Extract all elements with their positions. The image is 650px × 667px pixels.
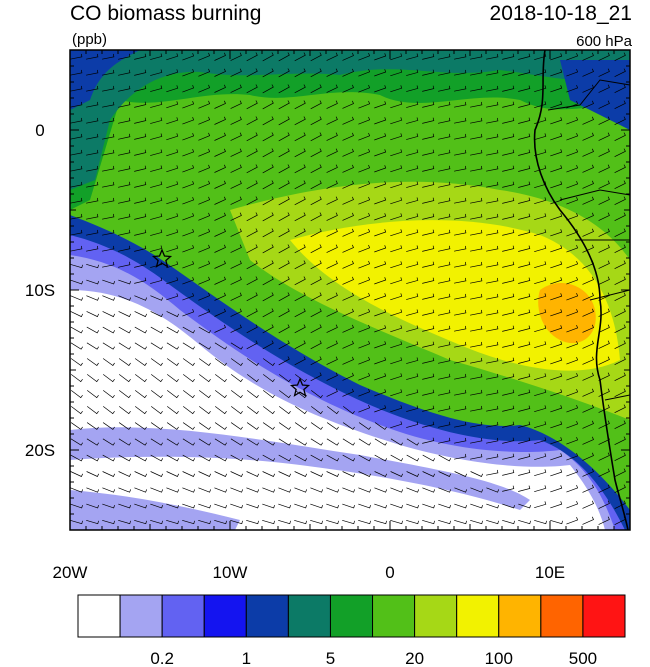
colorbar-label: 500 [569, 649, 597, 667]
colorbar-box [456, 594, 500, 638]
tick-marks [69, 49, 631, 531]
colorbar-box [119, 594, 163, 638]
title: CO biomass burning [70, 2, 261, 25]
y-tick-label: 20S [25, 441, 55, 460]
colorbar-box [77, 594, 121, 638]
y-tick-label: 10S [25, 281, 55, 300]
x-tick-label: 10E [535, 563, 565, 582]
axis-labels: 20W 10W 0 10E 0 10S 20S [25, 121, 565, 582]
colorbar-box [372, 594, 416, 638]
units: (ppb) [72, 31, 107, 48]
colorbar-label: 5 [326, 649, 335, 667]
colorbar-box [414, 594, 458, 638]
y-tick-label: 0 [35, 121, 44, 140]
colorbar-box [498, 594, 542, 638]
x-tick-label: 0 [385, 563, 394, 582]
coastline [533, 50, 629, 530]
colorbar-label: 100 [485, 649, 513, 667]
colorbar-box [203, 594, 247, 638]
colorbar: 0.2 1 5 20 100 500 [77, 594, 626, 667]
colorbar-box [329, 594, 374, 638]
x-tick-label: 20W [53, 563, 88, 582]
time: 2018-10-18_21 [490, 2, 632, 25]
barb-lines [70, 52, 626, 526]
colorbar-box [161, 594, 205, 638]
station-markers [151, 248, 311, 397]
colorbar-box [245, 594, 289, 638]
level: 600 hPa [576, 33, 633, 50]
colorbar-box [540, 594, 584, 638]
colorbar-box [582, 594, 626, 638]
colorbar-label: 20 [405, 649, 424, 667]
x-tick-label: 10W [213, 563, 248, 582]
colorbar-label: 1 [242, 649, 251, 667]
co-field [70, 50, 630, 530]
borders [547, 79, 630, 401]
colorbar-label: 0.2 [150, 649, 174, 667]
colorbar-box [287, 594, 331, 638]
axis-ticks [69, 49, 631, 531]
wind-barbs [70, 52, 626, 526]
